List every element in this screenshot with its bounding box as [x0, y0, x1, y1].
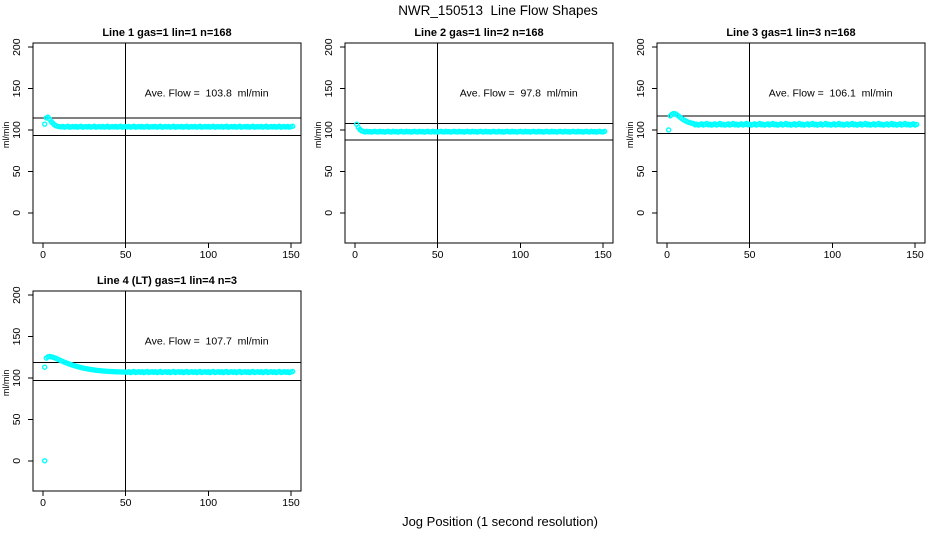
y-tick-label: 0: [323, 210, 335, 216]
chart-svg: 0 50 100 150 200 ml/min 0 50 100 150 Ave. Flow = 1…: [1, 275, 302, 509]
reference-lines: [33, 43, 301, 243]
x-tick-label: 100: [200, 249, 218, 261]
y-axis-title: ml/min: [625, 122, 635, 149]
x-tick-label: 0: [40, 497, 46, 509]
y-tick-label: 150: [635, 80, 647, 98]
reference-lines: [345, 43, 613, 243]
ave-flow-annotation: Ave. Flow = 97.8 ml/min: [460, 88, 578, 100]
x-tick-label: 150: [906, 249, 924, 261]
y-tick-label: 100: [11, 369, 23, 387]
panel-title: Line 1 gas=1 lin=1 n=168: [102, 27, 231, 39]
y-axis-title: ml/min: [313, 122, 323, 149]
y-tick-label: 0: [635, 210, 647, 216]
x-tick-label: 100: [512, 249, 530, 261]
ave-flow-annotation: Ave. Flow = 107.7 ml/min: [145, 336, 269, 348]
data-points: [353, 121, 608, 135]
y-tick-label: 150: [323, 80, 335, 98]
plot-box: [32, 290, 302, 492]
data-point: [41, 121, 48, 127]
reference-lines: [33, 291, 301, 491]
y-tick-label: 50: [635, 165, 647, 177]
y-axis-title: ml/min: [1, 122, 11, 149]
chart-svg: 0 50 100 150 200 ml/min 0 50 100 150 Ave. Flow = 1…: [1, 27, 302, 261]
panel-title: Line 2 gas=1 lin=2 n=168: [414, 27, 543, 39]
y-tick-label: 50: [11, 165, 23, 177]
y-tick-label: 50: [11, 413, 23, 425]
main-title: NWR_150513 Line Flow Shapes: [398, 3, 598, 18]
y-tick-label: 0: [11, 458, 23, 464]
y-axis: 0 50 100 150 200: [323, 38, 345, 216]
x-tick-label: 100: [824, 249, 842, 261]
x-tick-label: 0: [352, 249, 358, 261]
panel-title: Line 4 (LT) gas=1 lin=4 n=3: [97, 275, 237, 287]
x-tick-label: 50: [120, 497, 132, 509]
data-points: [41, 114, 296, 130]
x-tick-label: 100: [200, 497, 218, 509]
panel-title: Line 3 gas=1 lin=3 n=168: [726, 27, 855, 39]
y-axis-title: ml/min: [1, 370, 11, 397]
x-axis-label: Jog Position (1 second resolution): [402, 514, 598, 529]
chart-svg: 0 50 100 150 200 ml/min 0 50 100 150 Ave. Flow = 9…: [313, 27, 614, 261]
data-point: [289, 123, 296, 129]
data-point: [665, 127, 672, 133]
y-tick-label: 200: [323, 38, 335, 56]
data-point: [289, 368, 296, 375]
y-tick-label: 100: [635, 121, 647, 139]
y-tick-label: 200: [11, 286, 23, 304]
panel-line-3: 0 50 100 150 200 ml/min 0 50 100 150 Ave. Flow = 1…: [624, 20, 936, 270]
panel-line-1: 0 50 100 150 200 ml/min 0 50 100 150 Ave. Flow = 1…: [0, 20, 312, 270]
y-axis: 0 50 100 150 200: [635, 38, 657, 216]
plot-box: [656, 42, 926, 244]
y-tick-label: 200: [11, 38, 23, 56]
reference-lines: [657, 43, 925, 243]
x-tick-label: 150: [282, 497, 300, 509]
ave-flow-annotation: Ave. Flow = 103.8 ml/min: [145, 88, 269, 100]
data-points: [665, 110, 920, 133]
y-tick-label: 100: [323, 121, 335, 139]
x-tick-label: 50: [432, 249, 444, 261]
x-axis: 0 50 100 150: [40, 243, 300, 261]
y-tick-label: 100: [11, 121, 23, 139]
x-axis: 0 50 100 150: [664, 243, 924, 261]
y-tick-label: 150: [11, 80, 23, 98]
x-tick-label: 0: [40, 249, 46, 261]
data-points: [41, 353, 296, 464]
data-point: [41, 364, 48, 370]
x-tick-label: 150: [594, 249, 612, 261]
y-tick-label: 0: [11, 210, 23, 216]
x-tick-label: 0: [664, 249, 670, 261]
x-tick-label: 50: [744, 249, 756, 261]
plot-box: [344, 42, 614, 244]
y-tick-label: 150: [11, 328, 23, 346]
data-point: [601, 128, 608, 135]
data-point: [913, 121, 920, 128]
panel-line-4: 0 50 100 150 200 ml/min 0 50 100 150 Ave. Flow = 1…: [0, 268, 312, 518]
chart-svg: 0 50 100 150 200 ml/min 0 50 100 150 Ave. Flow = 1…: [625, 27, 926, 261]
y-tick-label: 200: [635, 38, 647, 56]
ave-flow-annotation: Ave. Flow = 106.1 ml/min: [769, 88, 893, 100]
panel-line-2: 0 50 100 150 200 ml/min 0 50 100 150 Ave. Flow = 9…: [312, 20, 624, 270]
x-tick-label: 50: [120, 249, 132, 261]
plot-box: [32, 42, 302, 244]
x-axis: 0 50 100 150: [40, 491, 300, 509]
y-axis: 0 50 100 150 200: [11, 38, 33, 216]
y-axis: 0 50 100 150 200: [11, 286, 33, 464]
x-tick-label: 150: [282, 249, 300, 261]
x-axis: 0 50 100 150: [352, 243, 612, 261]
data-point-outlier: [41, 458, 48, 464]
y-tick-label: 50: [323, 165, 335, 177]
